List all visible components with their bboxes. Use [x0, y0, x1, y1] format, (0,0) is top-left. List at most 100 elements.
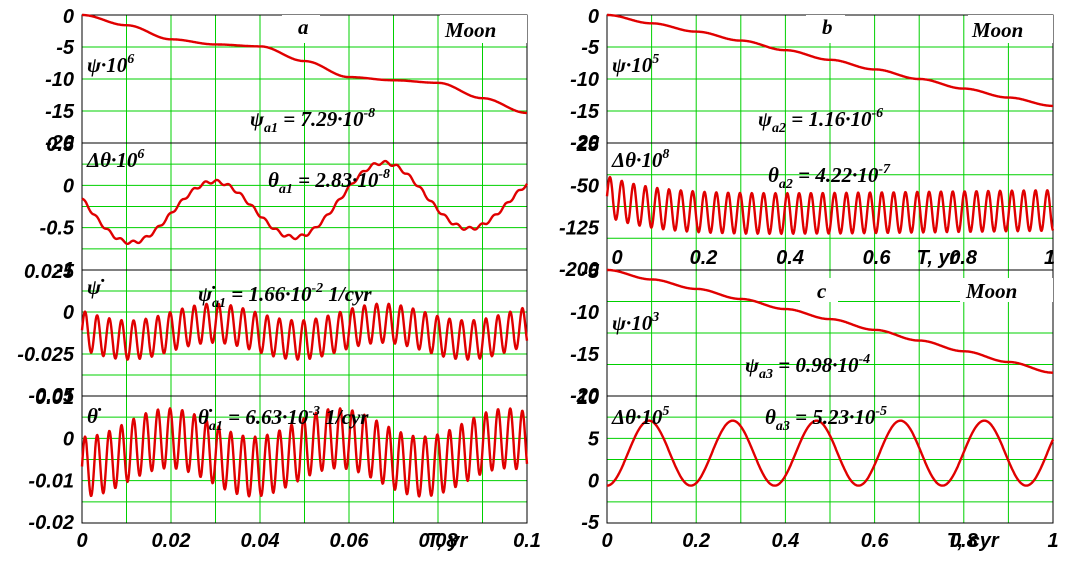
x-tick-label: 0.2 — [690, 247, 718, 269]
x-tick-label: 0.02 — [152, 530, 191, 552]
y-tick-label: -125 — [559, 218, 600, 240]
y-axis-label: Δθ·105 — [611, 404, 669, 429]
y-tick-label: 0 — [63, 428, 74, 450]
panel-b-psi: 0 -5 -10 -15 -20 b Moon ψ·105 ψa2 = 1.16·10-6 — [570, 6, 1054, 154]
panel-letter: a — [298, 15, 309, 39]
panel-letter-box — [282, 15, 320, 43]
y-tick-label: 0 — [63, 175, 74, 197]
y-tick-label: -15 — [45, 101, 75, 123]
y-tick-label: -0.5 — [40, 218, 75, 240]
y-axis-label: Δθ·106 — [86, 147, 144, 172]
x-tick-label: 0.4 — [776, 247, 804, 269]
y-tick-label: -0.01 — [28, 471, 74, 493]
body-label-box — [440, 15, 527, 43]
x-tick-label: 0.06 — [330, 530, 370, 552]
y-tick-label: -0.05 — [28, 385, 74, 407]
panel-letter-box — [800, 278, 838, 302]
y-tick-label: -50 — [570, 175, 599, 197]
y-tick-label: 0 — [588, 471, 599, 493]
y-axis-label: ψ̇ — [87, 275, 105, 299]
x-tick-label: 0.6 — [863, 247, 892, 269]
y-tick-label: -15 — [570, 101, 600, 123]
annotation: θa3 = 5.23·10-5 — [765, 404, 887, 434]
x-tick-label: 0.4 — [771, 530, 799, 552]
x-axis-label: T, yr — [427, 530, 469, 552]
panel-letter: b — [822, 15, 833, 39]
x-axis-label: T, cyr — [947, 530, 1000, 552]
x-tick-label: 0.8 — [949, 247, 978, 269]
y-tick-label: -0.025 — [17, 344, 75, 366]
x-tick-label: 0.6 — [861, 530, 890, 552]
x-tick-label: 0 — [611, 247, 622, 269]
y-tick-label: 0.025 — [24, 261, 75, 283]
y-tick-label: -10 — [570, 302, 599, 324]
y-tick-label: 0 — [588, 6, 599, 28]
body-label-box — [960, 278, 1053, 302]
y-tick-label: -5 — [581, 37, 600, 59]
body-label: Moon — [971, 18, 1023, 42]
y-tick-label: -200 — [559, 259, 599, 281]
y-axis-label: ψ·105 — [612, 52, 659, 77]
body-label: Moon — [444, 18, 496, 42]
y-tick-label: -20 — [45, 132, 74, 154]
y-tick-label: 0.5 — [46, 134, 75, 156]
x-tick-label: 0.1 — [513, 530, 541, 552]
panel-c-psi: -5 -10 -15 -20 c Moon ψ·103 ψa3 = 0.98·10-4 — [570, 261, 1054, 407]
x-tick-label: 0.08 — [419, 530, 459, 552]
series-line — [80, 407, 529, 498]
y-tick-label: 0 — [63, 6, 74, 28]
series-line — [606, 268, 1054, 374]
y-axis-label: ψ·103 — [612, 310, 659, 335]
panel-letter: c — [817, 279, 827, 303]
panel-a-thetadot: 0.010-0.01-0.020 0.02 0.04 0.06 0.08 0.1T, yr… — [28, 387, 541, 552]
x-tick-label: 1 — [1044, 247, 1055, 269]
annotation: ψ̇a1 = 1.66·10-2 1/cyr — [198, 281, 372, 311]
series-line — [606, 13, 1054, 108]
panel-a-psidot: 0.025 0 -0.025 -0.05 ψ̇ ψ̇a1 = 1.66·10-2 1/cy… — [17, 261, 529, 407]
x-tick-label: 0 — [601, 530, 612, 552]
annotation: θa1 = 2.83·10-8 — [268, 167, 390, 197]
series-line — [81, 13, 528, 115]
y-tick-label: 0 — [63, 302, 74, 324]
panel-a-psi: 0 -5 -10 -15 -20 a Moon ψ·106 ψa1 = 7.29·10-8 — [45, 6, 528, 154]
y-tick-label: -10 — [570, 69, 599, 91]
y-tick-label: 25 — [576, 134, 600, 156]
annotation: ψa3 = 0.98·10-4 — [745, 352, 870, 382]
y-tick-label: -15 — [570, 344, 600, 366]
annotation: θ̇a1 = 6.63·10-3 1/cyr — [198, 404, 369, 434]
y-axis-label: Δθ·108 — [611, 147, 669, 172]
series-line — [606, 419, 1055, 487]
y-tick-label: 0.01 — [35, 387, 74, 409]
y-tick-label: -20 — [570, 132, 599, 154]
panel-a-dtheta: 0.5 0 -0.5 -1 Δθ·106 θa1 = 2.83·10-8 — [40, 134, 529, 281]
plot-frame — [606, 395, 1054, 524]
y-tick-label: -20 — [570, 385, 599, 407]
body-label-box — [968, 15, 1053, 43]
y-axis-label: θ̇ — [87, 404, 102, 428]
x-axis-label: T, yr — [917, 247, 959, 269]
x-tick-label: 1 — [1047, 530, 1058, 552]
y-tick-label: -5 — [581, 512, 600, 534]
annotation: ψa2 = 1.16·10-6 — [758, 106, 883, 136]
y-tick-label: -5 — [581, 261, 600, 283]
y-axis-label: ψ·106 — [87, 52, 134, 77]
y-tick-label: -0.02 — [28, 512, 74, 534]
x-tick-label: 0.8 — [950, 530, 979, 552]
series-line — [80, 302, 529, 361]
y-tick-label: 5 — [588, 428, 600, 450]
annotation: θa2 = 4.22·10-7 — [768, 162, 891, 192]
panel-b-dtheta: 25 -50 -125 -200 0 0.2 0.4 0.6 0.8 1 T, yr Δθ·108 θa… — [559, 134, 1055, 281]
y-tick-label: -5 — [56, 37, 75, 59]
y-tick-label: -1 — [56, 259, 74, 281]
x-tick-label: 0.04 — [241, 530, 280, 552]
x-tick-label: 0.2 — [682, 530, 710, 552]
y-tick-label: -10 — [45, 69, 74, 91]
panel-letter-box — [806, 15, 845, 43]
y-tick-label: 10 — [577, 387, 599, 409]
annotation: ψa1 = 7.29·10-8 — [250, 106, 375, 136]
x-tick-label: 0 — [76, 530, 87, 552]
series-line — [81, 159, 529, 246]
body-label: Moon — [965, 279, 1017, 303]
